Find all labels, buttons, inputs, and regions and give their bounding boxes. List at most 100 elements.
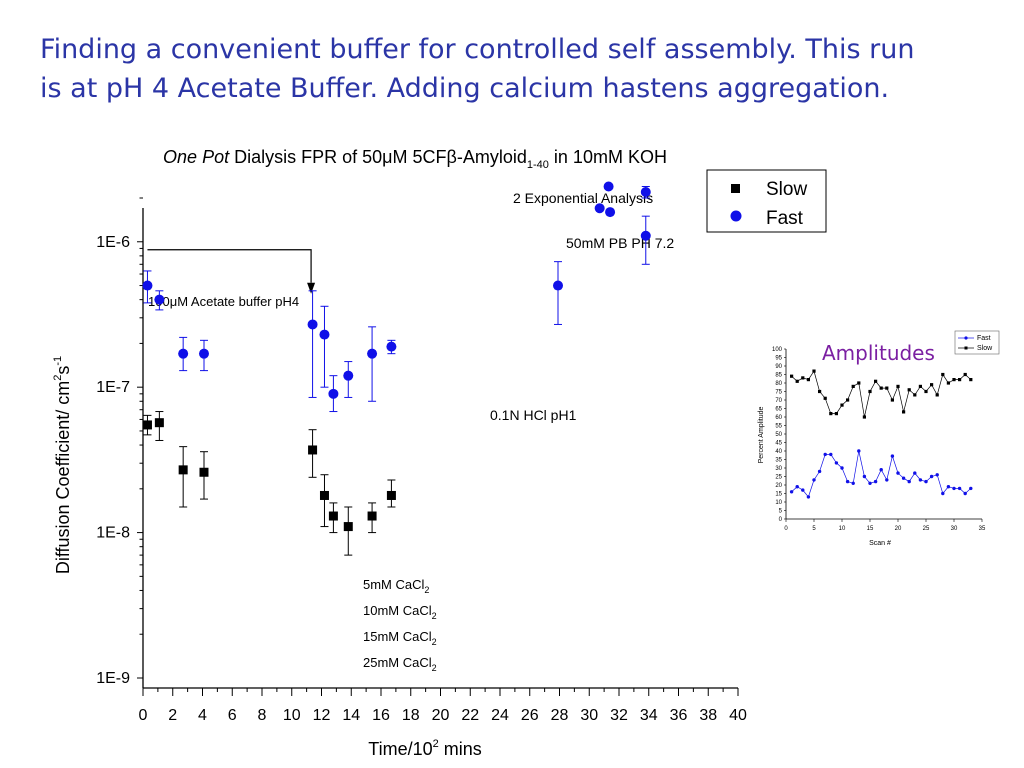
fast-point bbox=[594, 203, 605, 214]
fast-point bbox=[640, 186, 651, 197]
inset-slow-point bbox=[885, 386, 889, 390]
inset-y-tick-label: 50 bbox=[775, 432, 782, 438]
inset-fast-point bbox=[862, 474, 867, 479]
inset-y-tick-label: 5 bbox=[779, 509, 783, 515]
inset-x-tick-label: 30 bbox=[951, 526, 958, 532]
chart-title-part1: Dialysis FPR of 50 bbox=[229, 147, 382, 167]
x-tick-label: 38 bbox=[699, 707, 717, 724]
inset-slow-point bbox=[924, 389, 928, 394]
inset-slow-point bbox=[851, 384, 855, 388]
amplitudes-title: Amplitudes bbox=[822, 341, 935, 365]
chart-title: One Pot Dialysis FPR of 50μM 5CFβ-Amyloi… bbox=[163, 147, 667, 171]
x-axis-label: Time/102 mins bbox=[368, 738, 482, 759]
cacl2-4-text: 25mM CaCl bbox=[363, 655, 432, 670]
fast-point bbox=[605, 207, 616, 218]
annotation-cacl2-3: 15mM CaCl2 bbox=[363, 629, 437, 647]
chart-title-mu: μ bbox=[382, 147, 392, 167]
inset-slow-point bbox=[890, 398, 894, 402]
y-axis-label-sup2: -1 bbox=[52, 356, 64, 366]
inset-slow-point bbox=[857, 381, 861, 385]
inset-slow-point bbox=[812, 369, 816, 373]
legend-slow-marker bbox=[731, 184, 740, 193]
x-tick-label: 28 bbox=[551, 707, 569, 724]
x-tick-label: 2 bbox=[168, 707, 177, 724]
fast-point bbox=[343, 370, 354, 381]
inset-fast-point bbox=[913, 471, 917, 475]
inset-slow-point bbox=[958, 378, 962, 382]
inset-fast-point bbox=[812, 478, 816, 482]
inset-slow-point bbox=[840, 403, 844, 407]
annotation-pb: 50mM PB PH 7.2 bbox=[566, 235, 674, 251]
inset-y-tick-label: 15 bbox=[775, 492, 782, 498]
legend-fast-label: Fast bbox=[766, 208, 804, 229]
x-tick-label: 20 bbox=[432, 707, 450, 724]
inset-fast-point bbox=[907, 479, 911, 484]
inset-slow-point bbox=[896, 384, 900, 388]
annotation-hcl: 0.1N HCl pH1 bbox=[490, 407, 577, 423]
x-tick-label: 26 bbox=[521, 707, 539, 724]
inset-fast-point bbox=[969, 486, 973, 491]
y-axis-label: Diffusion Coefficient/ cm2s-1 bbox=[52, 356, 73, 574]
inset-x-tick-label: 15 bbox=[867, 526, 874, 532]
inset-fast-point bbox=[823, 452, 827, 457]
inset-x-tick-label: 0 bbox=[784, 526, 788, 532]
y-tick-label: 1E-8 bbox=[96, 525, 130, 542]
inset-fast-point bbox=[879, 468, 883, 472]
inset-slow-point bbox=[834, 412, 838, 416]
cacl2-3-text: 15mM CaCl bbox=[363, 629, 432, 644]
inset-slow-point bbox=[874, 379, 878, 383]
inset-slow-point bbox=[818, 389, 822, 394]
cacl2-2-sub: 2 bbox=[432, 611, 437, 621]
legend-slow-label: Slow bbox=[766, 179, 807, 200]
inset-slow-point bbox=[913, 393, 917, 397]
annotation-acetate-post: M Acetate buffer pH4 bbox=[177, 294, 299, 309]
inset-y-tick-label: 90 bbox=[775, 364, 782, 370]
data-markers bbox=[142, 181, 651, 532]
fast-point bbox=[142, 280, 153, 291]
inset-y-tick-label: 80 bbox=[775, 381, 782, 387]
inset-slow-point bbox=[806, 378, 810, 382]
inset-legend-slow-label: Slow bbox=[977, 345, 993, 352]
annotation-cacl2-1: 5mM CaCl2 bbox=[363, 577, 429, 595]
inset-y-tick-label: 60 bbox=[775, 415, 782, 421]
inset-slow-point bbox=[935, 393, 939, 397]
inset-slow-line bbox=[791, 370, 972, 418]
x-ticks: 0 2 4 6 8 10 12 14 16 18 20 22 24 26 28 30 32 34 36 38 40 bbox=[139, 688, 747, 724]
inset-slow-point bbox=[795, 379, 799, 383]
inset-fast-point bbox=[885, 478, 889, 482]
annotation-acetate: 100μM Acetate buffer pH4 bbox=[148, 294, 299, 309]
inset-fast-point bbox=[873, 479, 878, 484]
inset-slow-point bbox=[790, 374, 794, 378]
acetate-arrow bbox=[147, 249, 316, 294]
cacl2-2-text: 10mM CaCl bbox=[363, 603, 432, 618]
inset-legend-fast-label: Fast bbox=[977, 335, 991, 342]
inset-fast-point bbox=[806, 495, 811, 499]
slow-point bbox=[367, 511, 377, 521]
cacl2-1-sub: 2 bbox=[424, 585, 429, 595]
slow-point bbox=[142, 420, 152, 430]
inset-slow-point bbox=[907, 388, 911, 392]
inset-fast-point bbox=[896, 471, 900, 475]
x-tick-label: 14 bbox=[342, 707, 360, 724]
inset-slow-point bbox=[918, 384, 922, 388]
fast-point bbox=[603, 181, 614, 192]
chart-title-italic: One Pot bbox=[163, 147, 230, 167]
inset-slow-point bbox=[823, 396, 827, 400]
inset-fast-point bbox=[868, 481, 872, 485]
x-tick-label: 36 bbox=[670, 707, 688, 724]
inset-fast-point bbox=[935, 473, 939, 477]
inset-fast-point bbox=[829, 452, 833, 457]
inset-y-tick-label: 70 bbox=[775, 398, 782, 404]
inset-y-label: Percent Amplitude bbox=[758, 406, 765, 463]
slow-point bbox=[308, 445, 318, 455]
x-tick-label: 8 bbox=[258, 707, 267, 724]
inset-slow-point bbox=[879, 386, 883, 390]
fast-point bbox=[640, 230, 651, 241]
slide-title: Finding a convenient buffer for controll… bbox=[40, 30, 1000, 108]
slow-point bbox=[328, 511, 338, 521]
inset-y-tick-label: 40 bbox=[775, 449, 782, 455]
inset-legend-slow-marker bbox=[964, 346, 968, 350]
annotation-cacl2-list: 5mM CaCl2 10mM CaCl2 15mM CaCl2 25mM CaC… bbox=[363, 577, 437, 673]
inset-axes: 0510152025303540455055606570758085909510… bbox=[772, 347, 986, 532]
